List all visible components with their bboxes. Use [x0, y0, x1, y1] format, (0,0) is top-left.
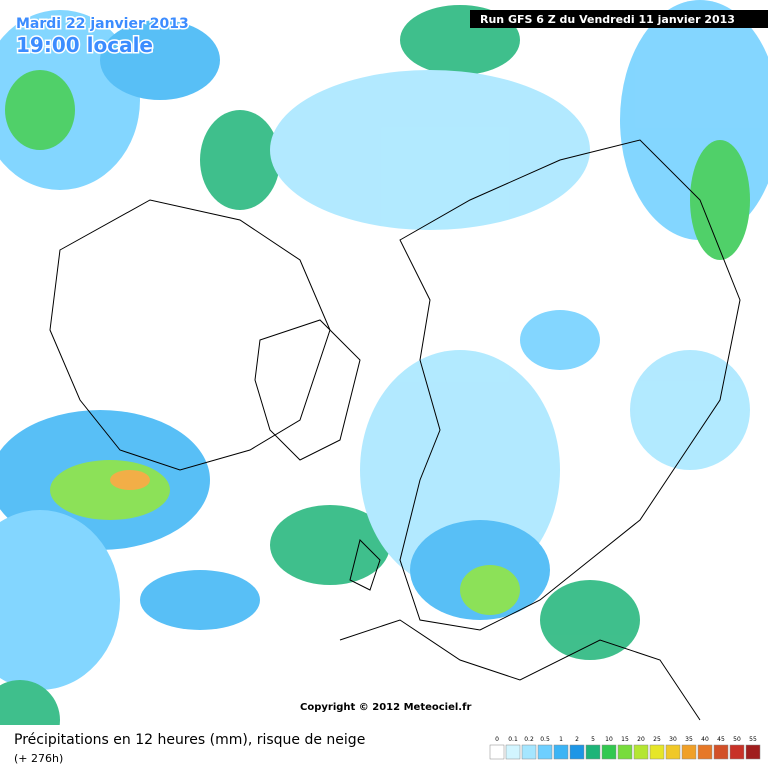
legend-label: 35 — [685, 736, 693, 743]
legend-label: 1 — [559, 736, 563, 743]
legend-swatch — [633, 744, 649, 760]
legend-label: 10 — [605, 736, 613, 743]
legend-swatch — [537, 744, 553, 760]
legend-swatch — [521, 744, 537, 760]
legend-label: 0.1 — [508, 736, 518, 743]
legend-label: 15 — [621, 736, 629, 743]
legend-swatch — [697, 744, 713, 760]
legend-label: 0.5 — [540, 736, 550, 743]
legend-label: 20 — [637, 736, 645, 743]
valid-time: 19:00 locale — [16, 33, 153, 57]
run-banner — [470, 10, 768, 28]
footer-title: Précipitations en 12 heures (mm), risque… — [14, 732, 365, 748]
legend-swatch — [601, 744, 617, 760]
copyright: Copyright © 2012 Meteociel.fr — [300, 702, 471, 713]
legend-label: 30 — [669, 736, 677, 743]
legend-label: 40 — [701, 736, 709, 743]
legend-label: 50 — [733, 736, 741, 743]
legend-label: 0 — [495, 736, 499, 743]
legend-swatch — [713, 744, 729, 760]
legend-swatch — [665, 744, 681, 760]
legend-swatch — [505, 744, 521, 760]
legend-swatch — [617, 744, 633, 760]
run-info: Run GFS 6 Z du Vendredi 11 janvier 2013 — [480, 13, 735, 26]
legend-label: 45 — [717, 736, 725, 743]
legend-swatch — [745, 744, 761, 760]
legend-swatch — [729, 744, 745, 760]
legend-swatch — [553, 744, 569, 760]
legend: 0 0.1 0.2 0.5 1 2 5 10 15 20 25 30 35 40 45 50 55 — [489, 736, 761, 760]
legend-swatch — [489, 744, 505, 760]
legend-label: 55 — [749, 736, 757, 743]
legend-label: 25 — [653, 736, 661, 743]
legend-label: 0.2 — [524, 736, 534, 743]
valid-date: Mardi 22 janvier 2013 — [16, 16, 189, 32]
legend-swatch — [681, 744, 697, 760]
forecast-lead: (+ 276h) — [14, 752, 63, 765]
legend-label: 2 — [575, 736, 579, 743]
legend-label: 5 — [591, 736, 595, 743]
legend-swatch — [569, 744, 585, 760]
legend-swatch — [649, 744, 665, 760]
coastlines — [49, 139, 741, 721]
legend-swatch — [585, 744, 601, 760]
